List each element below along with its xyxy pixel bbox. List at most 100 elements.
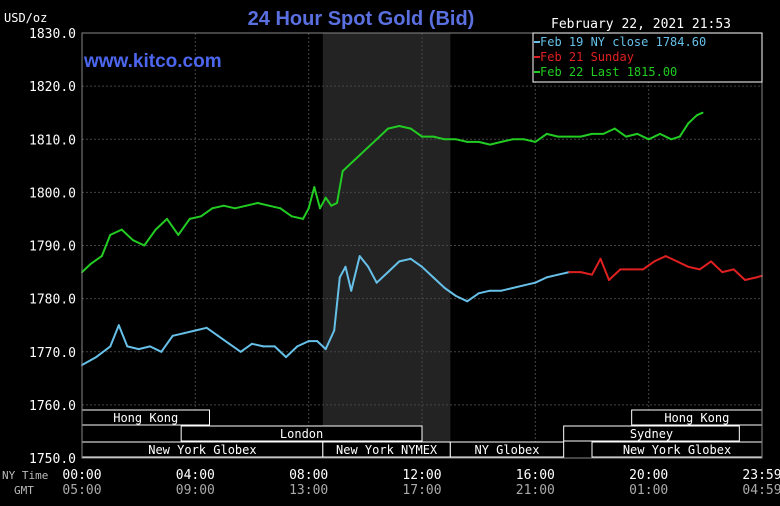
data-point [398,260,401,263]
data-point [647,138,650,141]
data-point [534,281,537,284]
data-point [455,295,457,297]
data-point [701,111,704,114]
data-point [489,289,491,292]
data-point [670,138,673,141]
data-point [409,127,412,130]
data-point [619,268,622,271]
session-label: NY Globex [474,443,539,457]
legend-item-feb22: Feb 22 Last 1815.00 [540,65,677,79]
x-tick-label-gmt: 17:00 [402,483,441,498]
data-point [358,255,361,258]
data-point [177,233,180,236]
watermark-text: www.kitco.com [83,51,222,72]
data-point [591,273,593,276]
data-point [273,345,276,348]
session-bar [449,441,565,458]
data-point [245,204,248,207]
data-point [664,255,667,258]
data-point [217,334,219,337]
data-point [143,244,146,247]
data-point [387,271,389,274]
data-point [477,292,480,295]
data-point [732,268,735,271]
y-tick-label: 1770.0 [29,346,76,361]
legend-swatch-feb22 [534,71,540,73]
data-point [137,348,140,351]
data-point [695,114,698,117]
session-label: Hong Kong [664,411,729,425]
data-point [653,260,656,263]
timestamp-text: February 22, 2021 21:53 [551,17,731,32]
legend-swatch-feb21 [534,56,540,58]
data-point [262,345,265,348]
data-point [350,289,353,292]
data-point [211,207,214,210]
x-tick-label-gmt: 04:59 [742,483,780,498]
data-point [251,342,253,345]
data-point [89,263,92,266]
y-axis-unit-label: USD/oz [4,11,47,25]
data-point [630,268,633,271]
data-point [302,217,304,220]
data-point [347,164,350,167]
data-point [367,146,370,149]
data-point [194,329,197,332]
data-point [557,273,559,276]
data-point [109,345,112,348]
x-tick-label-gmt: 21:00 [516,483,555,498]
data-point [676,260,678,263]
data-point [166,217,168,220]
data-point [511,138,514,141]
data-point [698,268,701,271]
data-point [421,135,423,138]
data-point [599,257,602,260]
data-point [613,127,616,130]
plot-frame [81,32,763,459]
data-point [579,135,582,138]
data-point [523,138,525,141]
data-point [409,257,412,260]
legend-item-feb21: Feb 21 Sunday [540,50,634,64]
y-tick-label: 1810.0 [29,133,76,148]
data-point [636,132,639,135]
legend-box: Feb 19 NY close 1784.60 Feb 21 Sunday Fe… [532,32,763,83]
session-bar [563,425,740,442]
data-point [608,279,610,281]
x-tick-label-ny: 23:59 [742,468,780,483]
data-point [324,348,327,351]
data-point [511,287,514,289]
data-point [659,132,661,135]
legend-swatch-feb19 [534,41,540,43]
y-tick-label: 1830.0 [29,27,76,42]
data-point [149,345,151,348]
data-point [642,268,644,271]
data-point [333,329,336,332]
data-point [183,332,185,335]
data-point [239,350,242,353]
data-point [489,143,491,146]
data-point [132,239,134,242]
session-label: New York NYMEX [336,443,438,457]
data-point [568,271,571,274]
x-tick-label-ny: 16:00 [516,468,555,483]
data-point [256,202,259,204]
y-tick-label: 1750.0 [29,452,76,467]
data-point [375,281,378,284]
data-point [579,271,582,274]
data-point [222,204,225,207]
data-point [338,276,341,279]
data-point [100,255,103,258]
data-point [398,125,401,127]
data-point [126,345,129,348]
x-tick-label-ny: 20:00 [629,468,668,483]
data-point [678,135,681,138]
data-point [279,207,282,210]
data-point [387,127,389,130]
y-tick-label: 1820.0 [29,80,76,95]
data-point [228,342,231,345]
data-point [353,159,355,162]
data-point [375,138,378,141]
x-tick-label-ny: 12:00 [402,468,441,483]
